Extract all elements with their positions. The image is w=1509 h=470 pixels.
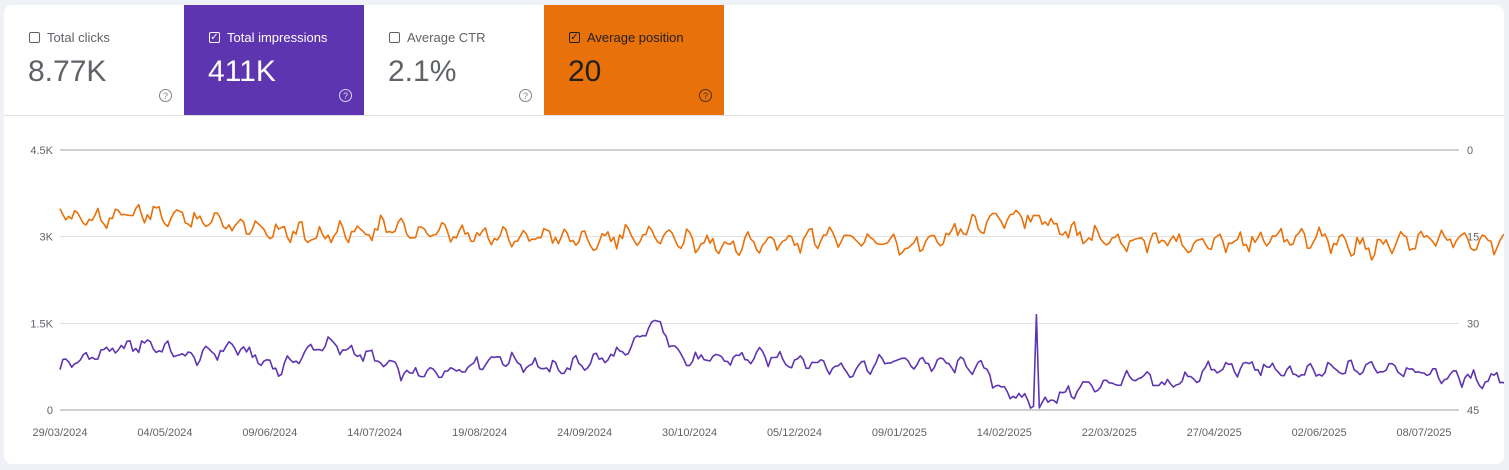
- checkbox-checked-icon[interactable]: ✓: [209, 31, 220, 43]
- tile-header: Total clicks: [29, 30, 110, 45]
- position-series-line: [59, 203, 1504, 261]
- x-axis: 29/03/2024 04/05/2024 09/06/2024 14/07/2024…: [32, 427, 1451, 439]
- y-axis-right: 45 30 15 0: [1467, 145, 1479, 417]
- tile-average-ctr[interactable]: Average CTR 2.1% ?: [364, 5, 544, 115]
- tile-header: ✓ Total impressions: [209, 30, 327, 45]
- y-right-tick-label: 45: [1467, 405, 1479, 417]
- x-tick-label: 02/06/2025: [1292, 427, 1347, 439]
- tile-average-position[interactable]: ✓ Average position 20 ?: [544, 5, 724, 115]
- performance-chart: 0 1.5K 3K 4.5K 45 30 15 0 29/03/2024 04/05/2024…: [30, 145, 1504, 439]
- tile-label: Total clicks: [47, 30, 110, 45]
- tile-value: 20: [568, 55, 602, 88]
- tile-header: ✓ Average position: [569, 30, 684, 45]
- x-tick-label: 05/12/2024: [767, 427, 822, 439]
- x-tick-label: 27/04/2025: [1187, 427, 1242, 439]
- performance-card: Total clicks 8.77K ? ✓ Total impressions…: [4, 5, 1504, 464]
- x-tick-label: 14/07/2024: [347, 427, 402, 439]
- impressions-series-line: [59, 313, 1504, 409]
- y-axis-left: 0 1.5K 3K 4.5K: [30, 145, 53, 417]
- x-tick-label: 09/01/2025: [872, 427, 927, 439]
- tile-label: Total impressions: [227, 30, 328, 45]
- metric-tiles: Total clicks 8.77K ? ✓ Total impressions…: [4, 5, 724, 115]
- help-icon[interactable]: ?: [519, 89, 532, 102]
- x-tick-label: 14/02/2025: [977, 427, 1032, 439]
- y-left-tick-label: 1.5K: [30, 318, 53, 330]
- x-tick-label: 29/03/2024: [32, 427, 87, 439]
- tile-label: Average CTR: [407, 30, 486, 45]
- x-tick-label: 09/06/2024: [242, 427, 297, 439]
- checkbox-checked-icon[interactable]: ✓: [569, 31, 580, 43]
- help-icon[interactable]: ?: [339, 89, 352, 102]
- tiles-divider: [4, 115, 1504, 116]
- tile-label: Average position: [587, 30, 684, 45]
- chart-series: [59, 203, 1504, 409]
- y-right-tick-label: 0: [1467, 145, 1473, 157]
- y-right-tick-label: 30: [1467, 318, 1479, 330]
- help-icon[interactable]: ?: [699, 89, 712, 102]
- x-tick-label: 19/08/2024: [452, 427, 507, 439]
- x-tick-label: 08/07/2025: [1396, 427, 1451, 439]
- x-tick-label: 22/03/2025: [1082, 427, 1137, 439]
- tile-total-clicks[interactable]: Total clicks 8.77K ?: [4, 5, 184, 115]
- tile-total-impressions[interactable]: ✓ Total impressions 411K ?: [184, 5, 364, 115]
- x-tick-label: 24/09/2024: [557, 427, 612, 439]
- checkbox-unchecked-icon[interactable]: [389, 32, 400, 43]
- tile-value: 411K: [208, 55, 276, 88]
- x-tick-label: 30/10/2024: [662, 427, 717, 439]
- help-icon[interactable]: ?: [159, 89, 172, 102]
- tile-header: Average CTR: [389, 30, 486, 45]
- y-left-tick-label: 0: [47, 405, 53, 417]
- y-left-tick-label: 3K: [40, 232, 54, 244]
- chart-grid: [60, 149, 1459, 411]
- y-right-tick-label: 15: [1467, 232, 1479, 244]
- y-left-tick-label: 4.5K: [30, 145, 53, 157]
- tile-value: 8.77K: [28, 55, 107, 88]
- x-tick-label: 04/05/2024: [137, 427, 192, 439]
- checkbox-unchecked-icon[interactable]: [29, 32, 40, 43]
- tile-value: 2.1%: [388, 55, 457, 88]
